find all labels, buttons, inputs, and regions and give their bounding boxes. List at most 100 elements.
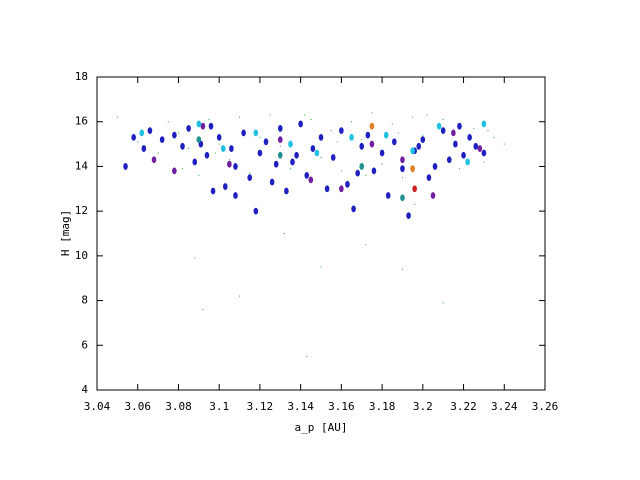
data-point [239, 295, 241, 297]
data-point [440, 127, 446, 135]
data-point [172, 131, 177, 139]
data-point [365, 174, 367, 176]
data-point [131, 133, 136, 141]
data-point [279, 145, 281, 147]
data-point [320, 156, 322, 158]
data-point [339, 185, 344, 193]
data-point [304, 171, 310, 179]
data-point [253, 207, 259, 215]
data-point [461, 151, 466, 159]
data-point [202, 309, 204, 311]
x-tick-label: 3.16 [328, 400, 355, 413]
data-point [192, 158, 198, 166]
data-point [400, 156, 405, 164]
data-point [420, 136, 426, 144]
data-point [330, 130, 332, 132]
data-point [465, 158, 470, 166]
data-point [204, 151, 210, 159]
data-point [320, 266, 322, 268]
data-point [503, 143, 505, 145]
data-point [116, 116, 118, 118]
data-point [487, 130, 489, 132]
data-point [147, 127, 153, 135]
x-tick-label: 3.12 [247, 400, 274, 413]
data-point [422, 134, 424, 136]
data-point [233, 192, 238, 199]
data-point [349, 133, 354, 141]
data-point [208, 118, 210, 120]
data-point [214, 152, 216, 154]
data-point [401, 268, 403, 270]
data-point [259, 136, 261, 138]
data-point [493, 136, 495, 138]
data-point [457, 122, 462, 130]
data-point [416, 142, 422, 150]
y-tick-label: 18 [75, 70, 88, 83]
data-point [369, 140, 375, 148]
data-point [263, 138, 269, 146]
data-point [306, 355, 308, 357]
data-point [458, 168, 460, 170]
data-point [139, 129, 145, 137]
data-point [253, 129, 259, 137]
data-point [196, 120, 202, 128]
data-point [359, 142, 365, 150]
data-point [351, 205, 356, 213]
x-axis-label: a_p [AU] [295, 421, 348, 434]
data-point [159, 136, 165, 144]
y-tick-label: 10 [75, 249, 88, 262]
data-point [436, 122, 442, 130]
data-point [314, 149, 320, 157]
data-point [324, 185, 330, 193]
data-point [410, 147, 415, 155]
data-point [294, 151, 299, 159]
data-point [220, 145, 226, 152]
y-tick-label: 12 [75, 204, 88, 217]
data-point [228, 159, 230, 161]
data-point [277, 151, 283, 159]
data-point [241, 129, 246, 137]
data-point [304, 114, 306, 116]
data-point [361, 139, 363, 141]
x-tick-label: 3.1 [209, 400, 229, 413]
data-point [355, 169, 360, 177]
x-tick-label: 3.26 [532, 400, 559, 413]
data-point [345, 180, 350, 188]
data-point [239, 116, 241, 118]
data-point [446, 156, 452, 164]
data-point [141, 145, 147, 152]
data-point [426, 114, 428, 116]
data-point [157, 152, 159, 154]
data-point [412, 185, 417, 193]
x-tick-label: 3.24 [491, 400, 518, 413]
data-point [137, 141, 139, 143]
data-point [167, 121, 169, 123]
data-point [432, 163, 438, 170]
x-tick-label: 3.08 [165, 400, 192, 413]
y-tick-label: 14 [75, 159, 89, 172]
x-tick-label: 3.04 [84, 400, 111, 413]
data-point [371, 167, 377, 175]
data-point [369, 122, 375, 130]
data-point [318, 133, 324, 141]
data-point [222, 183, 228, 190]
data-point [365, 244, 367, 246]
data-point [406, 212, 411, 220]
data-point [330, 154, 336, 161]
data-point [290, 158, 295, 166]
data-point [400, 165, 405, 173]
data-point [257, 149, 263, 157]
data-point [401, 177, 403, 179]
data-point [283, 233, 285, 234]
data-point [473, 142, 479, 150]
data-point [383, 131, 389, 139]
data-point [385, 192, 391, 199]
data-point [308, 176, 314, 184]
data-point [277, 136, 283, 144]
data-point [381, 163, 383, 165]
y-tick-label: 4 [81, 383, 88, 396]
data-point [451, 129, 456, 137]
data-point [247, 174, 253, 182]
data-point [186, 125, 191, 132]
data-point [216, 133, 222, 141]
